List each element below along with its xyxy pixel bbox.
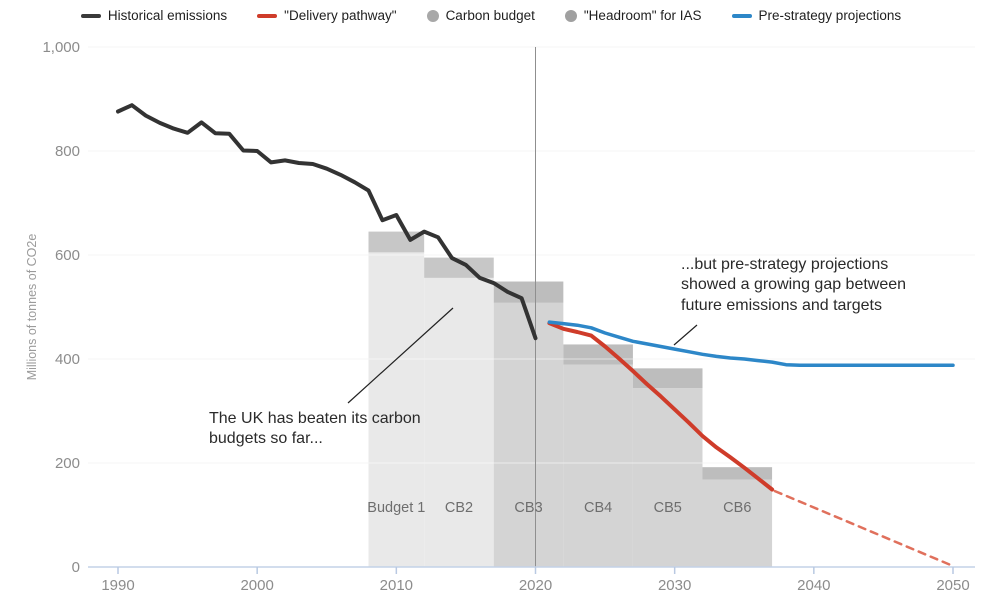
budget-label: CB4: [584, 500, 612, 516]
series-line: [773, 489, 955, 568]
x-tick-label: 1990: [101, 577, 134, 594]
x-tick-label: 2000: [240, 577, 273, 594]
budget-label: CB6: [723, 500, 751, 516]
budget-label: CB5: [654, 500, 682, 516]
legend-item-delivery-pathway: "Delivery pathway": [257, 8, 397, 23]
y-tick-label: 1,000: [42, 39, 80, 56]
legend-item-headroom-ias: "Headroom" for IAS: [564, 8, 702, 23]
annotation-pointer-line: [673, 324, 698, 346]
x-tick-label: 2010: [380, 577, 413, 594]
budget-label: CB2: [445, 500, 473, 516]
budget-label: Budget 1: [367, 500, 425, 516]
chart-legend: Historical emissions "Delivery pathway" …: [0, 8, 982, 23]
historical-emissions-line-swatch-icon: [80, 13, 101, 18]
annotation-pointer-line: [347, 307, 454, 404]
x-tick-label: 2030: [658, 577, 691, 594]
budget-label: CB3: [514, 500, 542, 516]
x-tick-label: 2040: [797, 577, 830, 594]
y-tick-label: 0: [72, 559, 80, 576]
legend-label: "Delivery pathway": [284, 8, 397, 23]
legend-label: Carbon budget: [445, 8, 535, 23]
series-line: [547, 320, 955, 367]
legend-label: Historical emissions: [107, 8, 228, 23]
y-tick-label: 400: [55, 351, 80, 368]
series-line: [116, 103, 538, 341]
y-tick-label: 800: [55, 143, 80, 160]
legend-item-pre-strategy: Pre-strategy projections: [731, 8, 902, 23]
headroom-circle-swatch-icon: [564, 9, 577, 22]
delivery-pathway-line-swatch-icon: [257, 13, 278, 18]
legend-item-historical-emissions: Historical emissions: [80, 8, 228, 23]
y-tick-label: 600: [55, 247, 80, 264]
y-axis-title: Millions of tonnes of CO2e: [25, 234, 39, 381]
annotation-uk-beaten-budgets: The UK has beaten its carbon budgets so …: [209, 410, 421, 448]
carbon-budget-circle-swatch-icon: [426, 9, 439, 22]
legend-label: Pre-strategy projections: [758, 8, 902, 23]
pre-strategy-line-swatch-icon: [731, 13, 752, 18]
x-tick-label: 2020: [519, 577, 552, 594]
series-line: [547, 321, 775, 492]
legend-item-carbon-budget: Carbon budget: [426, 8, 535, 23]
annotation-growing-gap: ...but pre-strategy projections showed a…: [681, 256, 907, 314]
legend-label: "Headroom" for IAS: [583, 8, 702, 23]
y-tick-label: 200: [55, 455, 80, 472]
x-tick-label: 2050: [936, 577, 969, 594]
